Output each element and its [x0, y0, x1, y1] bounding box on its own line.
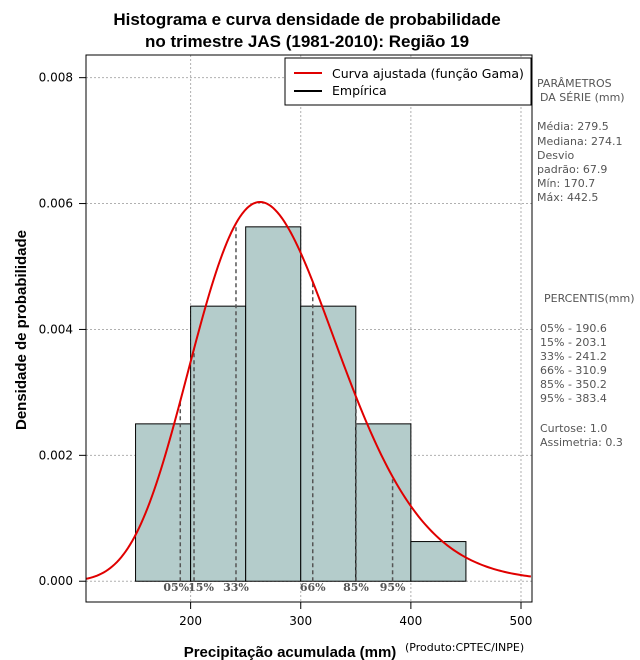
y-axis: 0.000 0.002 0.004 0.006 0.008 [39, 71, 87, 588]
stat-p05: 05% - 190.6 [540, 322, 607, 335]
stat-desvio-1: Desvio [537, 149, 575, 162]
histogram-bar-5 [410, 541, 467, 582]
stat-desvio-2: padrão: 67.9 [537, 163, 607, 176]
y-tick-label-1: 0.002 [39, 448, 73, 462]
chart-title-line1: Histograma e curva densidade de probabil… [113, 10, 500, 29]
x-axis: 200 300 400 500 [179, 601, 533, 628]
stat-p15: 15% - 203.1 [540, 336, 607, 349]
x-tick-label-300: 300 [289, 614, 312, 628]
percentile-label-33: 33% [223, 581, 249, 594]
legend-empirical-label: Empírica [332, 83, 387, 98]
x-tick-label-500: 500 [510, 614, 533, 628]
percentile-label-15: 15% [188, 581, 214, 594]
percentile-lines [179, 223, 394, 582]
x-axis-label: Precipitação acumulada (mm) [184, 644, 397, 660]
stat-assimetria: Assimetria: 0.3 [540, 436, 623, 449]
histogram-bar-4 [355, 423, 412, 582]
histogram-bar-3 [300, 305, 357, 582]
y-tick-label-3: 0.006 [39, 197, 73, 211]
stat-min: Mín: 170.7 [537, 177, 595, 190]
params-title-1: PARÂMETROS [537, 77, 612, 90]
params-title-2: DA SÉRIE (mm) [540, 91, 625, 104]
stat-p85: 85% - 350.2 [540, 378, 607, 391]
stat-mediana: Mediana: 274.1 [537, 135, 622, 148]
stats-panel: PARÂMETROS DA SÉRIE (mm) Média: 279.5 Me… [537, 77, 635, 449]
product-credit: (Produto:CPTEC/INPE) [405, 641, 524, 654]
x-tick-label-200: 200 [179, 614, 202, 628]
chart-title-line2: no trimestre JAS (1981-2010): Região 19 [145, 32, 469, 51]
y-tick-label-2: 0.004 [39, 322, 73, 336]
y-tick-label-4: 0.008 [39, 71, 73, 85]
percentile-label-66: 66% [300, 581, 326, 594]
x-tick-label-400: 400 [399, 614, 422, 628]
percentile-label-85: 85% [343, 581, 369, 594]
percentile-label-05: 05% [163, 581, 189, 594]
y-tick-label-0: 0.000 [39, 574, 73, 588]
stat-media: Média: 279.5 [537, 120, 609, 133]
stat-p66: 66% - 310.9 [540, 364, 607, 377]
legend-gamma-label: Curva ajustada (função Gama) [332, 66, 524, 81]
histogram-bar-1 [190, 305, 247, 582]
percentile-label-95: 95% [380, 581, 406, 594]
histogram-bar-2 [245, 226, 302, 582]
percentis-title: PERCENTIS(mm) [544, 292, 635, 305]
gamma-curve [85, 200, 532, 580]
stat-curtose: Curtose: 1.0 [540, 422, 607, 435]
legend: Curva ajustada (função Gama) Empírica [284, 57, 532, 106]
stat-p95: 95% - 383.4 [540, 392, 607, 405]
histogram-bars [135, 226, 467, 582]
histogram-bar-0 [135, 423, 192, 582]
y-axis-label: Densidade de probabilidade [13, 230, 30, 430]
stat-p33: 33% - 241.2 [540, 350, 607, 363]
stat-max: Máx: 442.5 [537, 191, 598, 204]
legend-box [284, 57, 532, 106]
